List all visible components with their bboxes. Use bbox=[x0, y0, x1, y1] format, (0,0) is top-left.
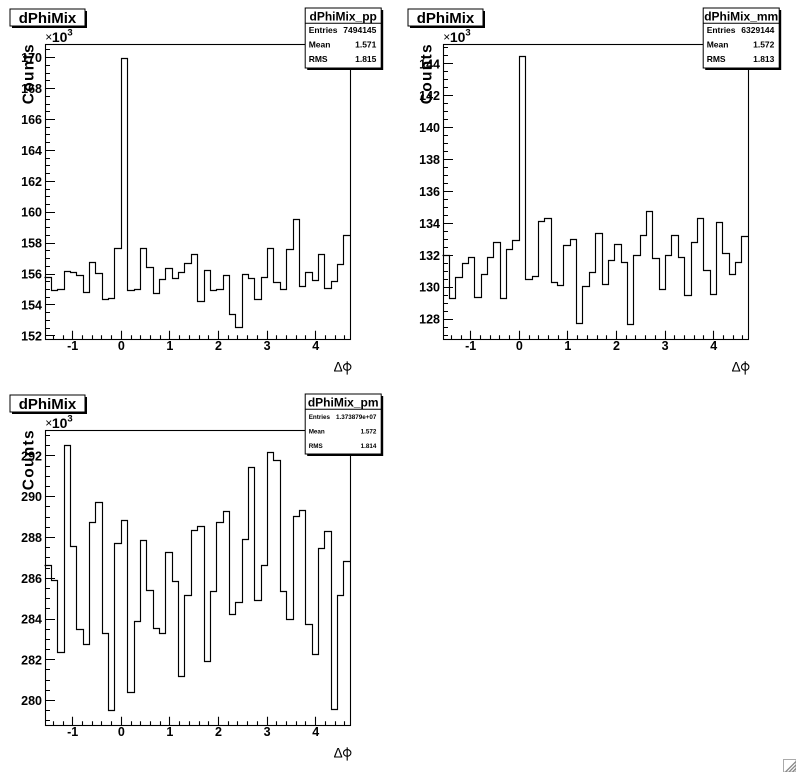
svg-text:156: 156 bbox=[21, 268, 42, 282]
svg-text:1.572: 1.572 bbox=[361, 429, 377, 436]
svg-text:dPhiMix: dPhiMix bbox=[19, 10, 77, 27]
svg-text:1: 1 bbox=[166, 725, 173, 739]
svg-text:1.815: 1.815 bbox=[355, 54, 377, 64]
svg-text:10: 10 bbox=[52, 415, 68, 431]
svg-text:Δ: Δ bbox=[732, 359, 741, 374]
svg-text:166: 166 bbox=[21, 113, 42, 127]
svg-text:dPhiMix: dPhiMix bbox=[19, 396, 77, 413]
svg-text:136: 136 bbox=[419, 185, 440, 199]
svg-text:1: 1 bbox=[166, 339, 173, 353]
svg-text:1.571: 1.571 bbox=[355, 40, 377, 50]
svg-text:0: 0 bbox=[516, 339, 523, 353]
svg-text:Mean: Mean bbox=[309, 429, 325, 436]
svg-text:170: 170 bbox=[21, 51, 42, 65]
svg-text:168: 168 bbox=[21, 82, 42, 96]
svg-text:Mean: Mean bbox=[707, 40, 729, 50]
svg-text:132: 132 bbox=[419, 249, 440, 263]
svg-text:1.814: 1.814 bbox=[361, 443, 377, 450]
svg-text:6329144: 6329144 bbox=[741, 25, 774, 35]
svg-text:4: 4 bbox=[312, 339, 319, 353]
svg-text:0: 0 bbox=[118, 725, 125, 739]
svg-text:2: 2 bbox=[215, 725, 222, 739]
svg-text:280: 280 bbox=[21, 694, 42, 708]
svg-text:10: 10 bbox=[450, 29, 466, 45]
svg-text:RMS: RMS bbox=[309, 54, 328, 64]
svg-text:10: 10 bbox=[52, 29, 68, 45]
svg-text:Entries: Entries bbox=[309, 414, 331, 421]
svg-text:dPhiMix_pm: dPhiMix_pm bbox=[308, 396, 379, 410]
svg-text:3: 3 bbox=[264, 339, 271, 353]
svg-text:RMS: RMS bbox=[309, 443, 323, 450]
svg-text:dPhiMix: dPhiMix bbox=[417, 10, 475, 27]
svg-text:3: 3 bbox=[662, 339, 669, 353]
svg-text:Mean: Mean bbox=[309, 40, 331, 50]
svg-text:158: 158 bbox=[21, 237, 42, 251]
svg-text:138: 138 bbox=[419, 153, 440, 167]
svg-text:144: 144 bbox=[419, 57, 440, 71]
svg-text:1.373879e+07: 1.373879e+07 bbox=[336, 414, 377, 421]
svg-text:Counts: Counts bbox=[21, 429, 38, 490]
svg-text:Δ: Δ bbox=[334, 359, 343, 374]
svg-text:Counts: Counts bbox=[21, 43, 38, 104]
svg-text:152: 152 bbox=[21, 329, 42, 343]
svg-text:-1: -1 bbox=[465, 339, 476, 353]
svg-text:Entries: Entries bbox=[707, 25, 736, 35]
svg-text:2: 2 bbox=[613, 339, 620, 353]
svg-text:-1: -1 bbox=[67, 725, 78, 739]
svg-text:130: 130 bbox=[419, 281, 440, 295]
svg-text:×: × bbox=[45, 30, 52, 44]
svg-text:142: 142 bbox=[419, 89, 440, 103]
svg-text:292: 292 bbox=[21, 450, 42, 464]
svg-text:140: 140 bbox=[419, 121, 440, 135]
svg-text:290: 290 bbox=[21, 490, 42, 504]
svg-text:dPhiMix_pp: dPhiMix_pp bbox=[310, 10, 377, 24]
svg-text:4: 4 bbox=[312, 725, 319, 739]
svg-text:288: 288 bbox=[21, 531, 42, 545]
svg-text:286: 286 bbox=[21, 572, 42, 586]
svg-text:1.813: 1.813 bbox=[753, 54, 775, 64]
svg-text:1.572: 1.572 bbox=[753, 40, 775, 50]
svg-text:162: 162 bbox=[21, 175, 42, 189]
svg-text:Δ: Δ bbox=[334, 745, 343, 760]
svg-text:2: 2 bbox=[215, 339, 222, 353]
svg-text:128: 128 bbox=[419, 313, 440, 327]
svg-text:160: 160 bbox=[21, 206, 42, 220]
svg-text:Entries: Entries bbox=[309, 25, 338, 35]
svg-text:3: 3 bbox=[264, 725, 271, 739]
svg-text:284: 284 bbox=[21, 613, 42, 627]
svg-text:7494145: 7494145 bbox=[343, 25, 376, 35]
svg-text:-1: -1 bbox=[67, 339, 78, 353]
svg-text:3: 3 bbox=[67, 414, 72, 425]
svg-text:134: 134 bbox=[419, 217, 440, 231]
svg-text:3: 3 bbox=[67, 28, 72, 39]
svg-text:154: 154 bbox=[21, 298, 42, 312]
svg-text:0: 0 bbox=[118, 339, 125, 353]
svg-text:164: 164 bbox=[21, 144, 42, 158]
svg-text:282: 282 bbox=[21, 653, 42, 667]
svg-text:RMS: RMS bbox=[707, 54, 726, 64]
svg-text:×: × bbox=[443, 30, 450, 44]
svg-text:4: 4 bbox=[710, 339, 717, 353]
svg-text:Counts: Counts bbox=[419, 43, 436, 104]
svg-text:×: × bbox=[45, 416, 52, 430]
svg-text:1: 1 bbox=[564, 339, 571, 353]
svg-text:dPhiMix_mm: dPhiMix_mm bbox=[704, 10, 778, 24]
svg-text:3: 3 bbox=[465, 28, 470, 39]
